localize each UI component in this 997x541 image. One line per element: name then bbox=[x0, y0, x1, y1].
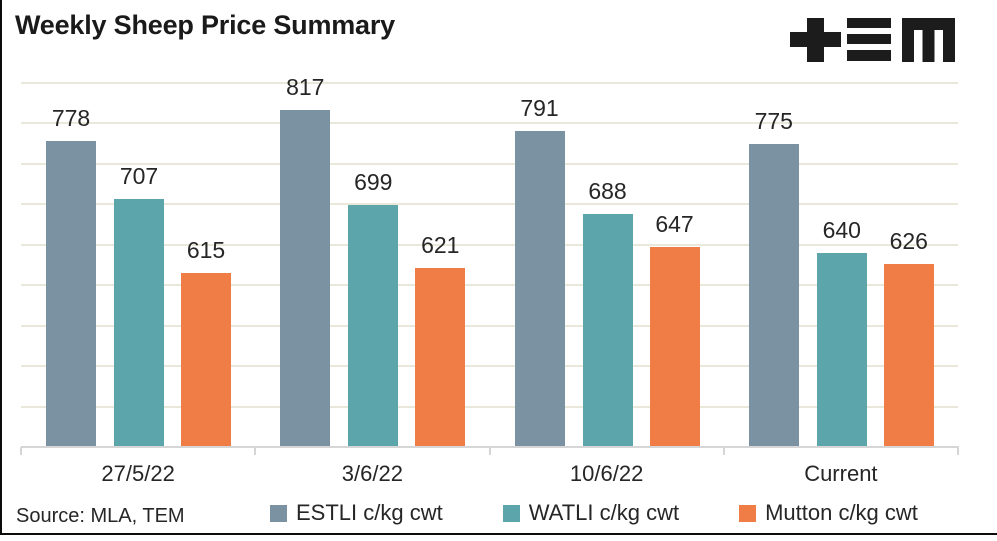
bar-value-label: 621 bbox=[421, 232, 460, 259]
gridline bbox=[21, 284, 958, 287]
logo-m-icon bbox=[902, 18, 955, 62]
tem-logo bbox=[790, 18, 955, 62]
legend-item-watli: WATLI c/kg cwt bbox=[502, 500, 680, 525]
gridline bbox=[21, 365, 958, 368]
legend-item-mutton: Mutton c/kg cwt bbox=[739, 502, 918, 524]
x-axis-tick bbox=[254, 447, 257, 455]
gridline bbox=[21, 324, 958, 327]
gridline bbox=[21, 203, 958, 206]
bar-estli-3 bbox=[748, 143, 799, 447]
x-axis-tick bbox=[488, 447, 491, 455]
x-axis-label-10-6-22: 10/6/22 bbox=[569, 461, 644, 486]
bar-value-label: 699 bbox=[354, 169, 393, 196]
bar-watli-0 bbox=[114, 198, 164, 447]
bar-value-label: 626 bbox=[889, 228, 928, 255]
legend-label: Mutton c/kg cwt bbox=[765, 500, 918, 525]
x-axis-tick bbox=[20, 447, 22, 455]
bar-value-label: 615 bbox=[186, 237, 226, 264]
legend: ESTLI c/kg cwt WATLI c/kg cwt Mutton c/kg … bbox=[270, 502, 918, 524]
bar-estli-0 bbox=[46, 141, 96, 447]
bar-estli-1 bbox=[280, 109, 331, 447]
legend-swatch-icon bbox=[502, 504, 520, 522]
legend-swatch-icon bbox=[739, 504, 757, 522]
gridline bbox=[21, 162, 958, 165]
legend-item-estli: ESTLI c/kg cwt bbox=[270, 502, 443, 524]
bar-value-label: 778 bbox=[51, 105, 91, 132]
legend-label: WATLI c/kg cwt bbox=[528, 500, 680, 525]
bar-value-label: 640 bbox=[822, 216, 861, 243]
chart-title: Weekly Sheep Price Summary bbox=[15, 10, 395, 40]
x-axis-tick bbox=[957, 447, 959, 455]
bar-mutton-1 bbox=[415, 268, 466, 447]
gridline bbox=[21, 122, 958, 125]
x-axis-tick bbox=[722, 447, 725, 455]
bar-value-label: 647 bbox=[655, 211, 694, 238]
x-axis-label-Current: Current bbox=[804, 461, 878, 486]
x-axis-label-3-6-22: 3/6/22 bbox=[341, 461, 403, 486]
bar-watli-2 bbox=[582, 214, 633, 447]
x-axis-label-27-5-22: 27/5/22 bbox=[101, 461, 175, 486]
bar-value-label: 688 bbox=[588, 178, 627, 205]
frame-left-border bbox=[0, 0, 2, 535]
bar-watli-3 bbox=[816, 252, 867, 447]
logo-bars-icon bbox=[847, 18, 891, 61]
bar-mutton-2 bbox=[649, 247, 700, 447]
bar-watli-1 bbox=[348, 205, 399, 447]
source-note: Source: MLA, TEM bbox=[16, 505, 185, 527]
bar-mutton-3 bbox=[883, 264, 934, 447]
bar-estli-2 bbox=[514, 130, 565, 447]
bar-value-label: 707 bbox=[119, 162, 159, 189]
gridline bbox=[21, 243, 958, 246]
bar-mutton-0 bbox=[181, 273, 231, 447]
frame-bottom-border bbox=[0, 533, 997, 535]
legend-label: ESTLI c/kg cwt bbox=[296, 500, 443, 525]
bar-value-label: 817 bbox=[286, 73, 325, 100]
gridline bbox=[21, 405, 958, 408]
legend-swatch-icon bbox=[270, 504, 287, 522]
bar-value-label: 791 bbox=[520, 94, 559, 121]
bar-value-label: 775 bbox=[754, 107, 793, 134]
gridline bbox=[21, 82, 958, 84]
